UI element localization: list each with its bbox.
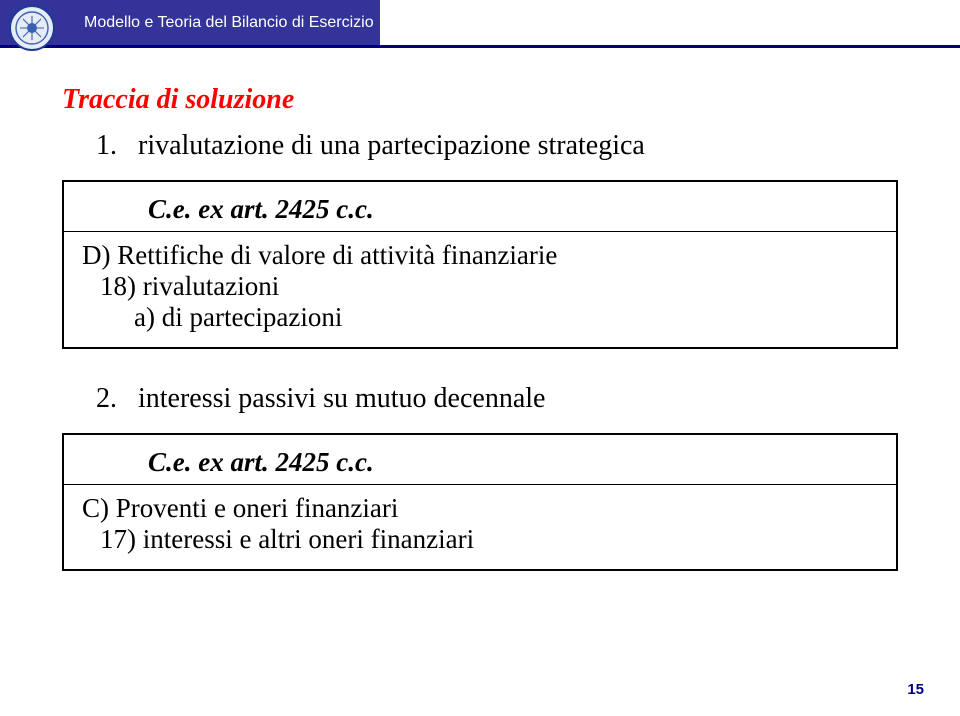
list-item-1: 1. rivalutazione di una partecipazione s… (96, 130, 898, 162)
section-heading: Traccia di soluzione (62, 84, 898, 116)
item2-text: interessi passivi su mutuo decennale (138, 383, 545, 414)
item2-number: 2. (96, 383, 117, 414)
page-header: Modello e Teoria del Bilancio di Eserciz… (0, 0, 960, 48)
university-seal-icon (8, 4, 56, 57)
box-1: C.e. ex art. 2425 c.c. D) Rettifiche di … (62, 180, 898, 349)
box-2: C.e. ex art. 2425 c.c. C) Proventi e one… (62, 433, 898, 571)
box2-separator (64, 484, 896, 485)
box2-line2: 17) interessi e altri oneri finanziari (100, 524, 878, 555)
box2-code: C.e. ex art. 2425 c.c. (148, 447, 878, 478)
box1-line1: D) Rettifiche di valore di attività fina… (82, 240, 878, 271)
page-number: 15 (907, 681, 924, 698)
item1-text: rivalutazione di una partecipazione stra… (138, 130, 645, 161)
item1-number: 1. (96, 130, 117, 161)
box1-separator (64, 231, 896, 232)
header-title: Modello e Teoria del Bilancio di Eserciz… (84, 14, 374, 32)
slide-content: Traccia di soluzione 1. rivalutazione di… (0, 48, 960, 571)
box1-code: C.e. ex art. 2425 c.c. (148, 194, 878, 225)
list-item-2: 2. interessi passivi su mutuo decennale (96, 383, 898, 415)
box1-line3: a) di partecipazioni (134, 302, 878, 333)
box1-line2: 18) rivalutazioni (100, 271, 878, 302)
box2-line1: C) Proventi e oneri finanziari (82, 493, 878, 524)
header-band-white (380, 0, 960, 45)
